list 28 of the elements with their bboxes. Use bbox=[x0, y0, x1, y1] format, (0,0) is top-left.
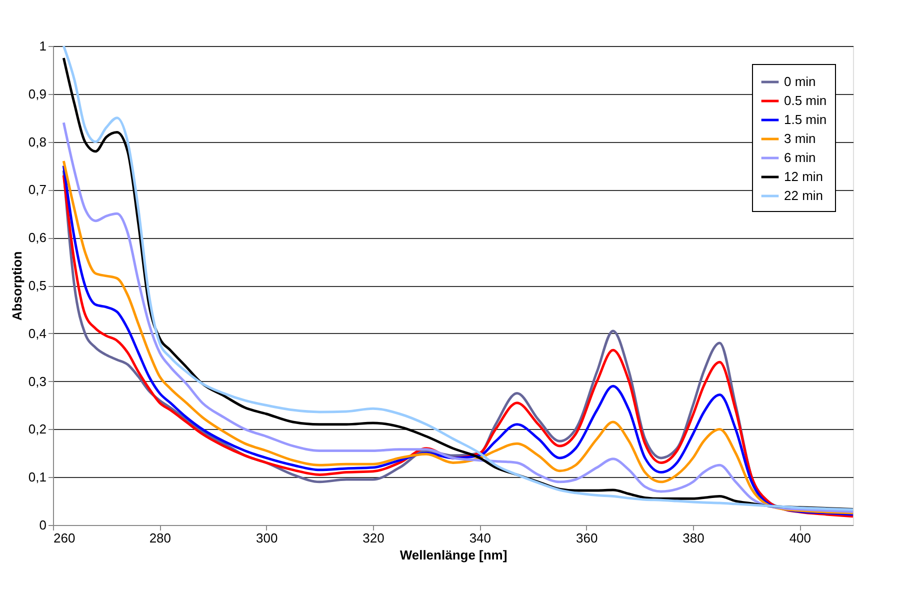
legend-label: 3 min bbox=[784, 131, 816, 146]
x-tick-label: 280 bbox=[149, 530, 172, 546]
y-tick-label: 0,3 bbox=[28, 374, 46, 389]
x-axis-title: Wellenlänge [nm] bbox=[400, 548, 508, 562]
legend-label: 0.5 min bbox=[784, 93, 827, 108]
legend-label: 12 min bbox=[784, 169, 824, 184]
x-tick-label: 400 bbox=[789, 530, 812, 546]
x-tick-label: 320 bbox=[362, 530, 384, 546]
y-tick-label: 0,4 bbox=[28, 326, 46, 341]
x-tick-label: 360 bbox=[576, 530, 598, 546]
x-tick-label: 300 bbox=[256, 530, 278, 546]
legend-label: 1.5 min bbox=[784, 112, 827, 127]
legend-label: 6 min bbox=[784, 150, 816, 165]
y-axis-title: Absorption bbox=[9, 251, 24, 321]
legend-label: 0 min bbox=[784, 74, 816, 89]
y-tick-label: 0,5 bbox=[28, 278, 46, 293]
y-tick-label: 0 bbox=[39, 518, 46, 532]
y-tick-label: 0,7 bbox=[28, 182, 46, 198]
legend-label: 22 min bbox=[784, 188, 824, 203]
x-tick-label: 380 bbox=[682, 530, 704, 546]
y-tick-label: 0,2 bbox=[28, 422, 46, 437]
y-tick-label: 1 bbox=[39, 38, 46, 54]
y-tick-label: 0,8 bbox=[28, 134, 46, 150]
y-tick-label: 0,9 bbox=[28, 86, 46, 102]
x-tick-label: 260 bbox=[54, 530, 76, 546]
y-tick-label: 0,6 bbox=[28, 230, 46, 246]
y-tick-label: 0,1 bbox=[28, 470, 46, 485]
x-tick-label: 340 bbox=[469, 530, 492, 546]
